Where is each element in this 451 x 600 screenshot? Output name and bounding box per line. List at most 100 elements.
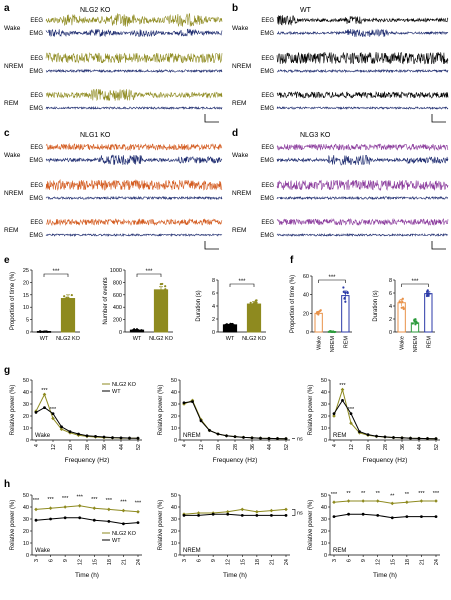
h1-xtick-label: 15 xyxy=(92,559,98,565)
e2-ylabel: Number of events xyxy=(103,277,109,324)
panel-d-emg-trace-1 xyxy=(276,195,449,201)
panel-letter-f: f xyxy=(290,255,294,266)
panel-c-eeg-label-2: EEG xyxy=(30,220,43,226)
g3-significance-mark: *** xyxy=(339,383,346,389)
g1-series-point-1 xyxy=(51,412,55,415)
g2-series-point-1 xyxy=(242,435,245,439)
f2-ytick-label: 6 xyxy=(389,291,392,297)
f2-ytick-label: 2 xyxy=(389,317,392,323)
h1-significance-mark: *** xyxy=(77,495,84,501)
e1-ytick-label: 15 xyxy=(23,293,29,299)
e3-point xyxy=(255,299,258,302)
f2-point xyxy=(425,292,429,295)
f1-point xyxy=(344,300,347,303)
h1-series-point-0 xyxy=(107,507,111,512)
chart-e1: 0 5 10 15 20 25 Proportion of time (%) WT NLG2 K… xyxy=(10,268,81,342)
g1-series-point-1 xyxy=(102,435,106,439)
panel-a-eeg-label-1: EEG xyxy=(30,56,43,62)
g3-series-point-0 xyxy=(349,421,353,425)
e1-significance-label: *** xyxy=(52,269,60,275)
g1-ytick-label: 50 xyxy=(23,378,29,384)
e2-point xyxy=(157,294,160,297)
h2-series-line-0 xyxy=(183,508,287,515)
chart-g3: 0 10 20 30 40 50 Relative power (%) 4 12 20 28 36 44… xyxy=(308,378,440,464)
f1-point xyxy=(328,330,331,333)
h2-series-point-1 xyxy=(182,514,186,517)
h2-ytick-label: 10 xyxy=(171,541,177,547)
g1-ytick-label: 0 xyxy=(26,438,29,444)
panel-d-state-label-2: REM xyxy=(232,227,246,234)
g1-series-point-0 xyxy=(59,427,64,431)
f1-ylabel: Proportion of time (%) xyxy=(290,275,296,333)
g1-ytick-label: 30 xyxy=(23,402,29,408)
h3-series-point-1 xyxy=(347,512,350,516)
h2-ytick-label: 40 xyxy=(171,505,177,511)
f2-point xyxy=(414,323,417,326)
h1-ytick-label: 10 xyxy=(23,541,29,547)
g3-xtick-label: 36 xyxy=(400,444,406,450)
h3-series-point-0 xyxy=(434,499,438,503)
h3-xlabel: Time (h) xyxy=(373,572,397,579)
h1-series-point-0 xyxy=(136,510,140,514)
f2-category-label-2: REM xyxy=(426,336,432,349)
h1-series-point-0 xyxy=(48,506,53,510)
h3-series-point-1 xyxy=(376,514,380,517)
panel-letter-d: d xyxy=(232,128,238,139)
h2-xtick-label: 12 xyxy=(226,559,232,565)
g2-ylabel: Relative power (%) xyxy=(158,385,164,436)
h2-series-point-0 xyxy=(196,511,201,515)
h3-ytick-label: 10 xyxy=(321,541,327,547)
h1-series-point-1 xyxy=(63,516,67,520)
h3-series-point-1 xyxy=(405,515,409,518)
g1-significance-mark: *** xyxy=(41,388,48,394)
panel-c-state-label-1: NREM xyxy=(4,190,23,197)
h3-significance-mark: ** xyxy=(405,492,410,498)
h3-series-point-1 xyxy=(420,515,423,518)
panel-a-eeg-trace-1 xyxy=(45,52,223,64)
f1-ytick-label: 20 xyxy=(303,311,309,317)
g2-xtick-label: 36 xyxy=(250,444,256,450)
g1-series-point-0 xyxy=(42,392,47,397)
e1-point xyxy=(66,302,69,306)
h1-series-point-1 xyxy=(122,522,125,526)
g1-xtick-label: 4 xyxy=(34,444,40,447)
e1-point xyxy=(65,298,69,301)
g2-series-point-1 xyxy=(182,401,186,405)
panel-d-scale-bar xyxy=(431,241,446,250)
g1-series-point-1 xyxy=(34,411,38,414)
e2-ytick-label: 1000 xyxy=(110,268,122,274)
h1-legend-label-1: WT xyxy=(112,538,121,544)
f1-point xyxy=(330,330,333,333)
e3-point xyxy=(252,302,255,305)
panel-letter-b: b xyxy=(232,3,238,14)
panel-d-eeg-trace-2 xyxy=(276,217,449,226)
panel-d-emg-label-2: EMG xyxy=(260,233,274,239)
h3-xtick-label: 15 xyxy=(390,559,396,565)
panel-d-emg-trace-0 xyxy=(276,154,449,166)
h2-series-point-0 xyxy=(255,510,259,514)
g3-ytick-label: 40 xyxy=(321,390,327,396)
g2-series-point-1 xyxy=(208,429,211,432)
e2-ytick-label: 0 xyxy=(119,330,122,336)
h1-significance-mark: *** xyxy=(33,498,40,504)
h1-series-point-0 xyxy=(121,508,126,513)
panel-c-eeg-trace-1 xyxy=(45,179,223,191)
e3-significance-bracket xyxy=(229,283,255,287)
g3-series-point-1 xyxy=(358,430,361,433)
panel-d-emg-trace-2 xyxy=(276,232,449,238)
h2-series-point-1 xyxy=(197,514,200,517)
g3-significance-mark: *** xyxy=(348,407,355,413)
h1-ytick-label: 0 xyxy=(26,553,29,559)
g2-series-point-1 xyxy=(267,437,271,440)
panel-d-eeg-trace-1 xyxy=(276,179,449,192)
panel-c-emg-trace-0 xyxy=(45,154,223,165)
g3-xtick-label: 4 xyxy=(332,444,338,447)
e3-significance-label: *** xyxy=(238,279,246,285)
h3-ytick-label: 40 xyxy=(321,505,327,511)
h3-series-point-0 xyxy=(361,499,365,503)
panel-a-title: NLG2 KO xyxy=(80,7,111,14)
g2-xtick-label: 44 xyxy=(267,444,273,450)
h2-xtick-label: 3 xyxy=(182,559,188,562)
g1-significance-mark: *** xyxy=(50,407,57,413)
g1-series-point-1 xyxy=(136,436,140,440)
